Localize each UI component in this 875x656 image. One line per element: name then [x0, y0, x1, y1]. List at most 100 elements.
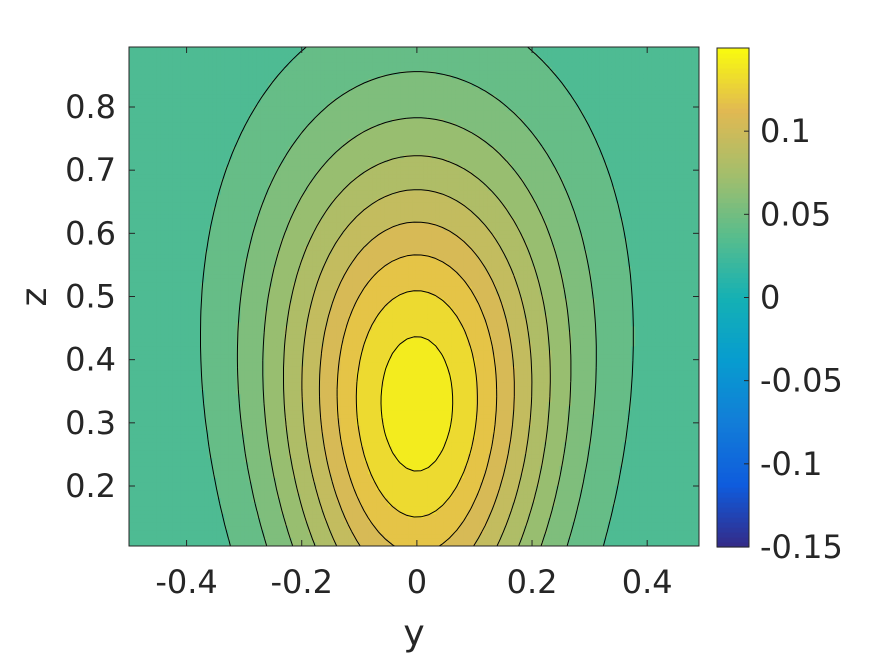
contour-cell [129, 106, 134, 112]
contour-cell [300, 118, 305, 124]
contour-cell [276, 106, 282, 112]
contour-cell [129, 126, 134, 132]
contour-cell [447, 178, 453, 184]
contour-cell [539, 182, 545, 188]
contour-cell [603, 74, 608, 80]
contour-cell [487, 138, 493, 144]
contour-cell [192, 47, 198, 52]
contour-cell [136, 58, 142, 64]
contour-cell [471, 54, 477, 60]
contour-cell [415, 54, 421, 60]
contour-cell [447, 47, 453, 52]
contour-cell [392, 82, 397, 88]
contour-cell [344, 178, 349, 184]
contour-cell [320, 110, 325, 116]
contour-cell [364, 102, 369, 108]
contour-cell [511, 150, 517, 156]
contour-cell [559, 122, 565, 128]
contour-cell [611, 162, 616, 168]
contour-cell [467, 54, 473, 60]
contour-cell [595, 62, 600, 68]
contour-cell [348, 106, 353, 112]
contour-cell [483, 150, 489, 156]
contour-cell [208, 114, 214, 120]
contour-cell [308, 114, 313, 120]
contour-cell [667, 58, 672, 64]
contour-cell [587, 94, 592, 100]
contour-cell [495, 134, 501, 140]
contour-cell [360, 102, 365, 108]
contour-cell [615, 110, 620, 116]
contour-cell [423, 170, 429, 176]
contour-cell [643, 142, 648, 148]
contour-cell [372, 106, 377, 112]
contour-cell [156, 78, 162, 84]
contour-cell [455, 74, 461, 80]
contour-cell [519, 106, 525, 112]
contour-cell [384, 126, 389, 132]
contour-cell [136, 114, 142, 120]
contour-cell [511, 106, 517, 112]
contour-cell [491, 162, 497, 168]
contour-cell [364, 150, 369, 156]
contour-cell [364, 114, 369, 120]
contour-cell [535, 118, 541, 124]
contour-cell [320, 170, 325, 176]
contour-cell [228, 162, 234, 168]
contour-cell [200, 178, 206, 184]
contour-cell [587, 122, 592, 128]
contour-cell [356, 150, 361, 156]
contour-cell [396, 158, 401, 164]
contour-cell [172, 47, 178, 52]
contour-cell [312, 166, 317, 172]
contour-cell [647, 82, 652, 88]
contour-cell [204, 110, 210, 116]
contour-cell [356, 178, 361, 184]
contour-cell [447, 154, 453, 160]
contour-cell [412, 162, 417, 168]
contour-cell [248, 162, 254, 168]
contour-cell [635, 74, 640, 80]
contour-cell [467, 158, 473, 164]
contour-cell [651, 134, 656, 140]
contour-cell [443, 122, 449, 128]
contour-cell [144, 58, 150, 64]
contour-cell [615, 118, 620, 124]
contour-cell [519, 134, 525, 140]
contour-cell [547, 150, 553, 156]
contour-cell [148, 122, 154, 128]
contour-cell [419, 66, 425, 72]
contour-cell [288, 50, 294, 56]
contour-cell [180, 178, 186, 184]
contour-cell [491, 62, 497, 68]
contour-cell [599, 154, 604, 160]
contour-cell [531, 70, 537, 76]
contour-cell [288, 150, 294, 156]
contour-cell [499, 174, 505, 180]
contour-cell [272, 78, 278, 84]
contour-cell [404, 114, 409, 120]
contour-cell [539, 86, 545, 92]
contour-cell [384, 78, 389, 84]
contour-cell [288, 86, 294, 92]
contour-cell [412, 82, 417, 88]
contour-cell [547, 122, 553, 128]
contour-cell [212, 54, 218, 60]
contour-cell [240, 150, 246, 156]
contour-cell [611, 114, 616, 120]
contour-cell [228, 166, 234, 172]
contour-cell [587, 110, 592, 116]
contour-cell [188, 47, 194, 52]
contour-cell [260, 82, 266, 88]
contour-cell [415, 158, 421, 164]
contour-cell [220, 162, 226, 168]
contour-cell [156, 174, 162, 180]
contour-cell [188, 94, 194, 100]
contour-cell [356, 126, 361, 132]
contour-cell [152, 94, 158, 100]
contour-cell [599, 134, 604, 140]
contour-cell [236, 182, 242, 188]
contour-cell [352, 102, 357, 108]
contour-cell [232, 174, 238, 180]
contour-cell [547, 114, 553, 120]
